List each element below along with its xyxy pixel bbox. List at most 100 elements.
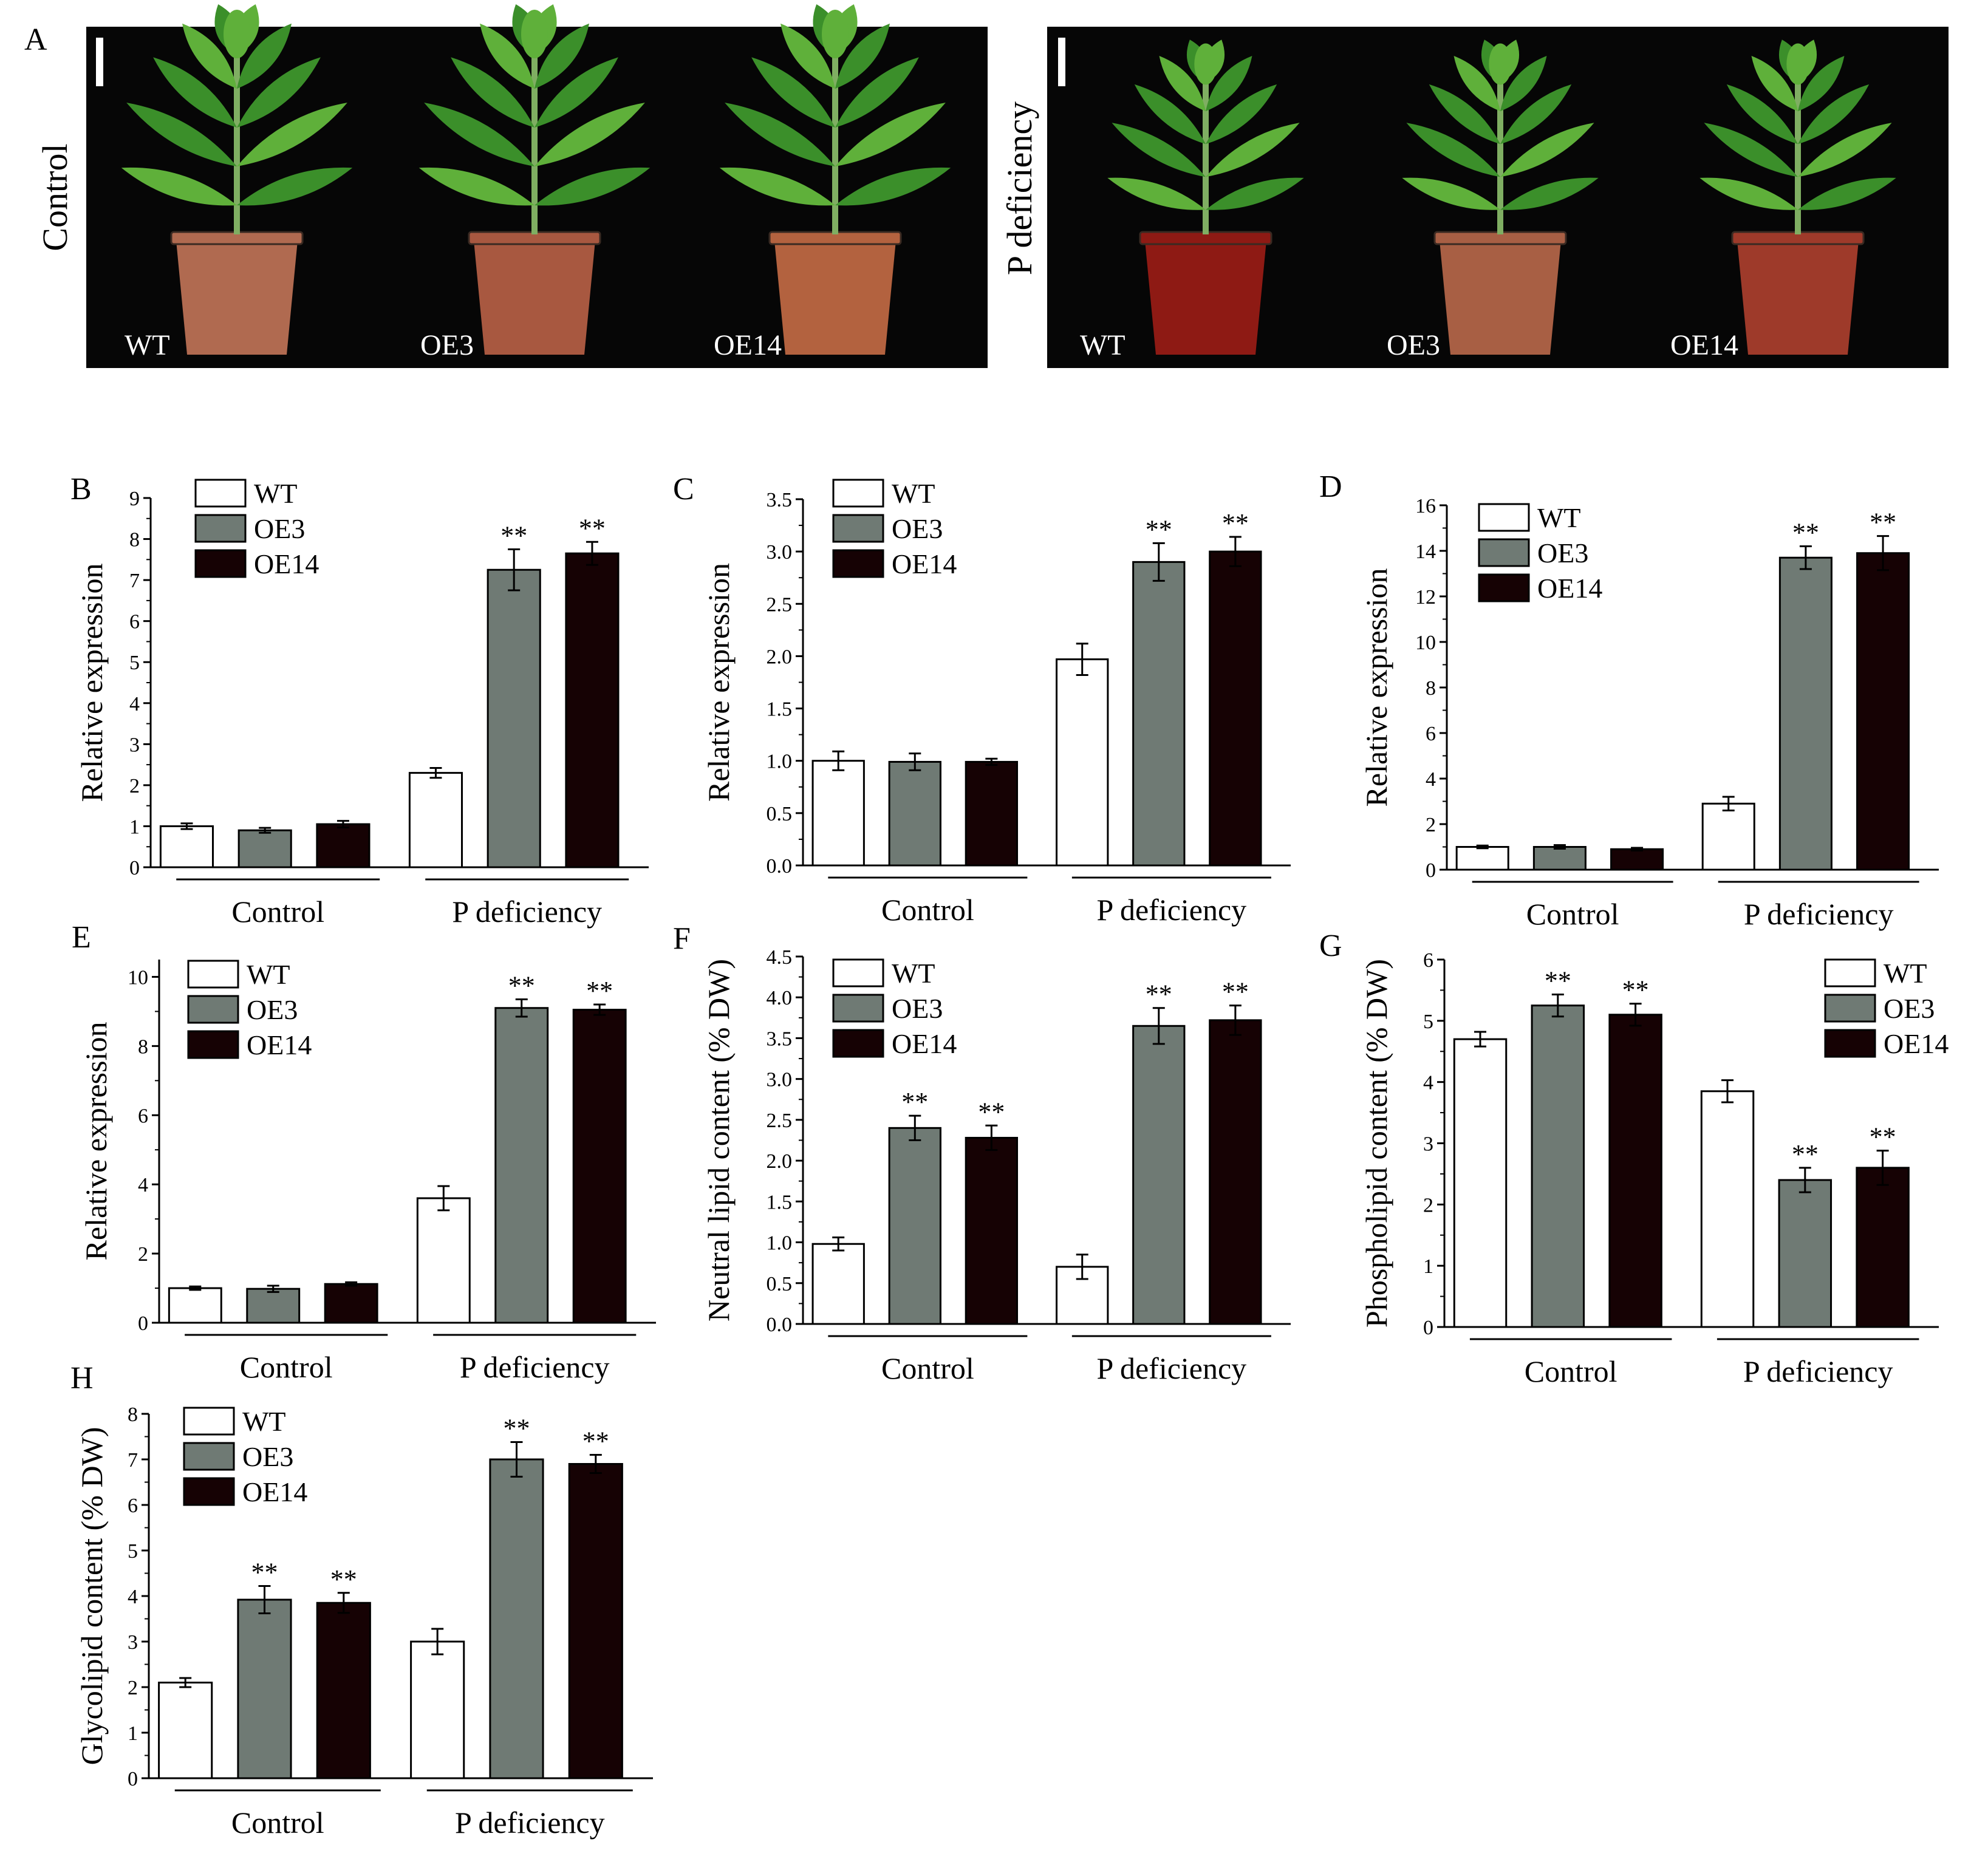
legend-swatch-wt — [832, 958, 884, 987]
legend-label-oe3: OE3 — [892, 513, 943, 544]
apical-leaves — [822, 10, 849, 58]
y-tick-label: 3.0 — [767, 541, 793, 564]
x-group-label: P deficiency — [1097, 893, 1247, 927]
leaf — [1429, 84, 1500, 145]
bar-oe14-p-deficiency — [568, 1463, 623, 1779]
leaf — [1500, 84, 1572, 145]
y-tick-label: 2 — [129, 775, 140, 797]
plant-label-oe14: OE14 — [1670, 329, 1738, 361]
leaf — [418, 167, 535, 206]
legend-swatch-oe3 — [1824, 994, 1876, 1023]
pot — [1737, 240, 1859, 355]
pot — [474, 240, 595, 355]
significance-mark: ** — [1146, 980, 1172, 1009]
bar-wt-control — [811, 760, 865, 867]
bar-wt-p-deficiency — [1700, 1090, 1755, 1328]
chart-g: G 0 1 2 3 4 5 6 Phospholipid content (% DW) ** ** C… — [1319, 929, 1949, 1388]
significance-mark: ** — [1870, 1122, 1896, 1152]
y-tick-label: 1.0 — [767, 751, 793, 773]
bar-oe3-control — [237, 1598, 292, 1779]
photo-side-label: Control — [35, 143, 75, 251]
panel-letter: F — [673, 921, 691, 956]
y-axis-title: Phospholipid content (% DW) — [1359, 959, 1393, 1328]
y-tick-label: 10 — [1415, 632, 1436, 654]
significance-mark: ** — [251, 1558, 278, 1588]
leaf — [1500, 123, 1594, 177]
legend-label-wt: WT — [247, 959, 290, 990]
y-tick-label: 0.0 — [767, 1314, 793, 1336]
legend-label-oe3: OE3 — [1537, 537, 1588, 568]
legend-label-oe3: OE3 — [892, 993, 943, 1024]
y-tick-label: 6 — [129, 611, 140, 633]
leaf — [1159, 55, 1206, 112]
leaf — [835, 23, 890, 89]
leaf — [1751, 55, 1798, 112]
pot — [1145, 240, 1266, 355]
bar-wt-control — [811, 1243, 865, 1325]
y-tick-label: 1.0 — [767, 1232, 793, 1255]
leaf — [1726, 84, 1798, 145]
y-tick-label: 5 — [1423, 1011, 1433, 1033]
legend-swatch-oe14 — [187, 1030, 239, 1059]
photo-control: WT OE3 OE14 Control — [35, 4, 988, 368]
bar-oe14-control — [316, 823, 371, 868]
leaf — [725, 103, 835, 166]
leaf — [1500, 55, 1547, 112]
bar-oe14-p-deficiency — [1209, 550, 1262, 867]
x-group-label: P deficiency — [1744, 897, 1894, 931]
pot — [774, 240, 896, 355]
y-tick-label: 4 — [129, 693, 140, 715]
apical-leaves — [1194, 43, 1217, 85]
bar-oe3-control — [888, 760, 941, 867]
significance-mark: ** — [1622, 975, 1649, 1005]
y-tick-label: 4 — [138, 1174, 148, 1196]
plant-1 — [418, 4, 651, 355]
leaf — [751, 57, 835, 128]
significance-mark: ** — [500, 520, 527, 550]
legend-swatch-oe3 — [1478, 538, 1530, 567]
y-tick-label: 0 — [1426, 859, 1436, 882]
chart-e: E 0 2 4 6 8 10 Relative expression Control ** ** P … — [72, 920, 656, 1384]
y-tick-label: 1 — [1423, 1255, 1433, 1278]
bar-wt-control — [1453, 1038, 1508, 1328]
leaf — [126, 103, 237, 166]
significance-mark: ** — [1146, 514, 1172, 544]
y-tick-label: 2 — [138, 1243, 148, 1266]
bar-wt-control — [159, 825, 214, 868]
panel-letter-a: A — [24, 22, 47, 57]
leaf — [781, 23, 835, 89]
bar-oe3-p-deficiency — [487, 568, 541, 868]
x-group-label: P deficiency — [460, 1350, 610, 1384]
chart-h: H 0 1 2 3 4 5 6 7 8 Glycolipid content (% DW) ** ** C… — [70, 1361, 653, 1840]
leaf — [535, 167, 651, 206]
y-tick-label: 9 — [129, 488, 140, 510]
y-tick-label: 0.0 — [767, 855, 793, 878]
leaf — [719, 167, 835, 206]
y-tick-label: 7 — [129, 570, 140, 592]
plant-2 — [1699, 39, 1896, 355]
bar-oe3-p-deficiency — [494, 1007, 549, 1324]
bar-oe3-control — [237, 829, 292, 868]
photo-side-label: P deficiency — [1000, 101, 1039, 275]
legend-label-oe14: OE14 — [1884, 1028, 1949, 1059]
x-group-label: Control — [881, 1351, 974, 1385]
y-tick-label: 3 — [129, 734, 140, 756]
legend-label-wt: WT — [254, 478, 298, 509]
y-tick-label: 8 — [138, 1035, 148, 1058]
significance-mark: ** — [1545, 966, 1571, 995]
legend-swatch-wt — [1824, 958, 1876, 987]
y-tick-label: 0 — [129, 857, 140, 879]
scale-bar — [1058, 38, 1065, 86]
leaf — [835, 167, 951, 206]
apical-leaves — [224, 10, 250, 58]
bar-oe14-control — [1610, 848, 1664, 871]
y-tick-label: 6 — [138, 1105, 148, 1127]
bar-oe14-control — [965, 760, 1019, 867]
apical-leaves — [521, 10, 548, 58]
photo-panel-a: A WT OE3 OE14 Control WT OE3 OE14 P deficiency — [24, 4, 1949, 368]
y-tick-label: 2.0 — [767, 1150, 793, 1173]
bar-oe3-p-deficiency — [1132, 1025, 1186, 1325]
leaf — [1699, 177, 1798, 210]
leaf — [1134, 84, 1206, 145]
legend-swatch-wt — [194, 479, 247, 508]
